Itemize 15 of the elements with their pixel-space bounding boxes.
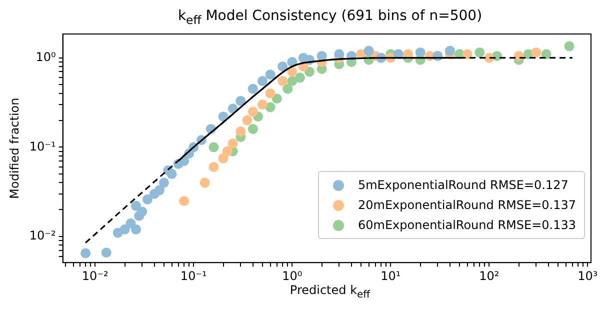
x-tick-label: 10¹ [380, 268, 401, 283]
y-axis-title: Modified fraction [7, 98, 22, 199]
y-tick-label: 10⁻¹ [29, 139, 56, 154]
y-tick-label: 10⁰ [36, 50, 56, 64]
x-tick-label: 10² [479, 268, 500, 283]
x-tick-label: 10⁻¹ [180, 268, 208, 283]
x-tick-label: 10⁰ [282, 268, 302, 283]
x-axis-title: Predicted k$_{eff}$ [288, 283, 372, 300]
x-tick-label: 10⁻² [82, 268, 109, 283]
legend-label: 20mExponentialRound RMSE=0.137 [358, 198, 576, 212]
legend-label: 60mExponentialRound RMSE=0.133 [358, 218, 576, 232]
legend-label: 5mExponentialRound RMSE=0.127 [358, 178, 568, 192]
y-tick-label: 10⁻² [29, 228, 56, 243]
chart-title: k$_{eff}$ Model Consistency (691 bins of n=500) [176, 8, 484, 27]
x-tick-label: 10³ [578, 268, 598, 283]
